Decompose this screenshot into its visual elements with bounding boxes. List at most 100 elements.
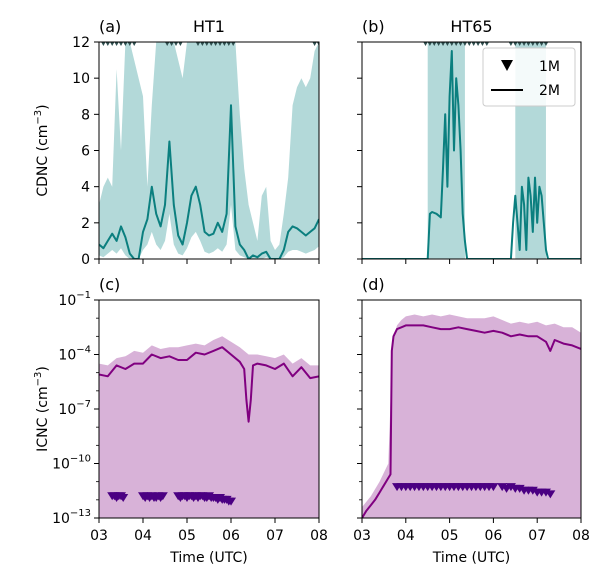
- marker-1m: [530, 42, 536, 46]
- marker-1m: [471, 42, 476, 46]
- legend-box: [482, 47, 576, 107]
- x-axis-label: Time (UTC): [169, 550, 247, 566]
- marker-1m: [480, 42, 485, 46]
- marker-1m: [127, 42, 133, 46]
- panel-title: HT1: [193, 17, 225, 36]
- marker-1m: [475, 42, 481, 46]
- panel-label: (b): [362, 17, 385, 36]
- marker-1m: [458, 42, 463, 46]
- marker-1m: [526, 42, 531, 46]
- marker-1m: [118, 494, 129, 503]
- marker-1m: [484, 42, 490, 46]
- marker-1m: [488, 483, 499, 492]
- marker-1m: [513, 42, 518, 46]
- y-tick-label: 10−13: [52, 508, 91, 527]
- marker-1m: [440, 42, 446, 46]
- y-tick-label: 0: [81, 252, 90, 268]
- marker-1m: [453, 42, 459, 46]
- uncertainty-band: [99, 336, 319, 518]
- marker-1m: [222, 42, 227, 46]
- uncertainty-band: [99, 42, 319, 259]
- marker-1m: [217, 42, 223, 46]
- marker-1m: [131, 42, 137, 46]
- marker-1m: [169, 42, 174, 46]
- y-tick-label: 6: [81, 144, 90, 160]
- x-tick-label: 07: [528, 528, 546, 544]
- marker-1m: [157, 492, 168, 501]
- marker-1m: [173, 42, 179, 46]
- x-tick-label: 03: [353, 528, 371, 544]
- marker-1m: [543, 42, 549, 46]
- x-tick-label: 05: [441, 528, 459, 544]
- marker-1m: [109, 42, 115, 46]
- y-tick-label: 10−4: [58, 345, 91, 364]
- panel-a: 0 2 4 6 8 10 12 (a) HT1 CDNC (cm−3): [33, 17, 320, 268]
- x-tick-label: 06: [222, 528, 240, 544]
- y-axis-label: ICNC (cm−3): [33, 366, 51, 452]
- marker-1m: [539, 42, 544, 46]
- marker-1m: [312, 42, 317, 46]
- panel-label: (d): [362, 275, 385, 294]
- marker-1m: [534, 42, 540, 46]
- marker-1m: [427, 42, 433, 46]
- marker-1m: [226, 497, 236, 506]
- panel-label: (c): [99, 275, 120, 294]
- marker-1m: [195, 42, 201, 46]
- panel-d: 03 04 05 06 07 08 (d) Time (UTC): [353, 275, 590, 566]
- legend-marker-triangle: [501, 60, 513, 71]
- marker-1m: [316, 42, 319, 46]
- x-tick-label: 03: [90, 528, 108, 544]
- x-tick-label: 08: [572, 528, 590, 544]
- x-tick-label: 04: [397, 528, 415, 544]
- marker-1m: [164, 42, 170, 46]
- x-axis-label: Time (UTC): [432, 550, 510, 566]
- uncertainty-band: [362, 314, 581, 518]
- marker-1m: [467, 42, 472, 46]
- legend-label: 2M: [539, 83, 560, 99]
- marker-1m: [462, 42, 468, 46]
- plot-area-d: [362, 314, 581, 518]
- series-2m-line: [362, 50, 581, 259]
- marker-1m: [208, 42, 214, 46]
- y-tick-label: 12: [72, 35, 90, 51]
- marker-1m: [230, 42, 236, 46]
- marker-1m: [178, 42, 183, 46]
- panel-c: 03 04 05 06 07 08 10−1 10−4 10−7 10−10 10−13 (c) ICN…: [33, 275, 328, 566]
- y-tick-label: 10−1: [58, 290, 91, 309]
- panel-title: HT65: [450, 17, 492, 36]
- marker-1m: [436, 42, 441, 46]
- x-tick-label: 05: [178, 528, 196, 544]
- legend-label: 1M: [539, 59, 560, 75]
- x-tick-label: 07: [266, 528, 284, 544]
- marker-1m: [449, 42, 455, 46]
- y-tick-label: 4: [81, 180, 90, 196]
- y-tick-label: 8: [81, 107, 90, 123]
- marker-1m: [123, 42, 128, 46]
- x-tick-label: 04: [134, 528, 152, 544]
- marker-1m: [432, 42, 437, 46]
- panel-b: (b) HT65 1M 2M: [357, 17, 582, 264]
- marker-1m: [213, 42, 218, 46]
- marker-1m: [114, 42, 119, 46]
- marker-1m: [517, 42, 522, 46]
- y-tick-label: 10−10: [52, 454, 91, 473]
- marker-1m: [200, 42, 205, 46]
- marker-1m: [445, 42, 450, 46]
- series-2m-line: [99, 346, 319, 423]
- panel-label: (a): [99, 17, 121, 36]
- marker-1m: [521, 42, 527, 46]
- plot-area-a: [99, 42, 319, 259]
- y-axis-label: CDNC (cm−3): [33, 104, 51, 196]
- marker-1m: [545, 490, 556, 499]
- marker-1m: [101, 42, 106, 46]
- plot-area-c: [99, 336, 319, 518]
- marker-1m: [204, 42, 210, 46]
- marker-1m: [508, 42, 514, 46]
- y-tick-label: 10: [72, 71, 90, 87]
- marker-1m: [105, 42, 111, 46]
- x-tick-label: 08: [310, 528, 328, 544]
- series-2m-line: [362, 324, 581, 518]
- series-2m-line: [99, 104, 319, 259]
- x-tick-label: 06: [484, 528, 502, 544]
